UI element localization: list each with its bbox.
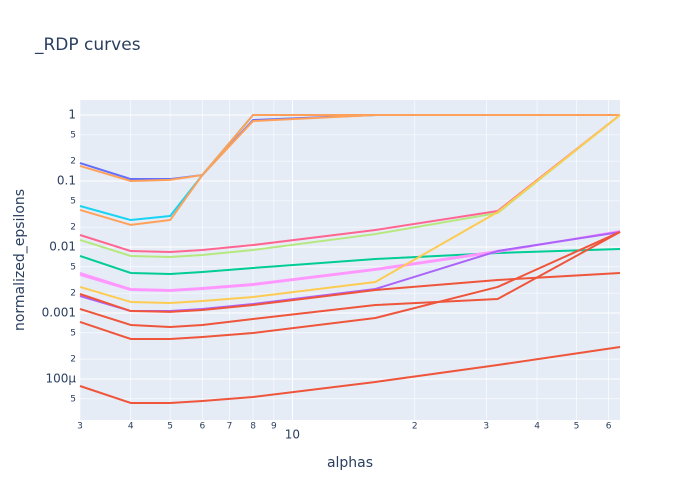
series-line [79, 346, 621, 404]
series-line [79, 114, 621, 253]
x-tick-label: 6 [199, 422, 205, 432]
y-tick-label: 5 [70, 394, 76, 404]
y-tick-label: 2 [70, 157, 76, 167]
x-tick-label: 7 [227, 422, 233, 432]
y-tick-label: 5 [70, 130, 76, 140]
x-tick-label: 5 [167, 422, 173, 432]
series-line [79, 271, 621, 313]
y-tick-label: 0.01 [49, 239, 76, 253]
series-line [79, 229, 621, 292]
lines [79, 114, 621, 404]
x-tick-label: 8 [250, 422, 256, 432]
x-tick-label: 3 [77, 422, 83, 432]
y-tick-label: 2 [70, 355, 76, 365]
x-tick-label: 4 [534, 422, 540, 432]
x-tick-label: 5 [574, 422, 580, 432]
series-line [79, 231, 621, 328]
x-tick-label: 4 [128, 422, 134, 432]
y-tick-label: 2 [70, 289, 76, 299]
y-tick-label: 5 [70, 196, 76, 206]
x-tick-label: 3 [483, 422, 489, 432]
x-tick-label: 6 [606, 422, 612, 432]
series-line [79, 231, 621, 340]
y-tick-label: 0.1 [57, 173, 76, 187]
x-tick-label: 10 [285, 428, 300, 442]
series-line [79, 114, 620, 226]
series-line [79, 114, 621, 304]
x-tick-label: 2 [412, 422, 418, 432]
x-axis-title: alphas [327, 455, 373, 471]
grid: 1 5 2 0.1 5 2 0.01 5 2 0.001 5 2 100µ 5 3 4 5 6 7 8 9 10 2 3 4 5 6 [42, 100, 620, 442]
chart-title: _RDP curves [34, 35, 141, 55]
series-line [79, 114, 621, 259]
y-tick-label: 2 [70, 223, 76, 233]
y-tick-label: 5 [70, 328, 76, 338]
y-tick-label: 5 [70, 262, 76, 272]
y-axis-title: normalized_epsilons [12, 189, 28, 331]
y-tick-label: 1 [68, 108, 76, 122]
y-tick-label: 100µ [45, 371, 76, 385]
x-tick-label: 9 [271, 422, 277, 432]
y-tick-label: 0.001 [42, 305, 76, 319]
